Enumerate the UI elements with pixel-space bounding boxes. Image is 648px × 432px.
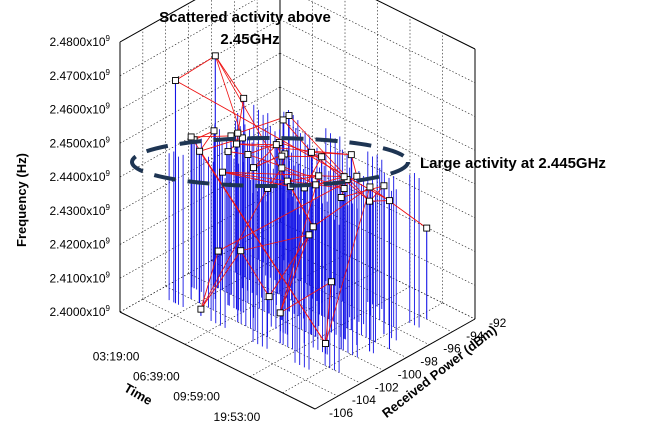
data-point [313,182,319,188]
time-tick-label: 19:53:00 [214,410,261,424]
frequency-tick-label: 2.4600x109 [49,102,110,117]
data-point [238,248,244,254]
data-point [381,183,387,189]
data-point [424,225,430,231]
data-point [338,194,344,200]
time-axis-title: Time [121,380,155,408]
data-point [225,149,231,155]
data-point [323,341,329,347]
data-point [188,134,194,140]
data-point [241,95,247,101]
power-tick-label: -104 [352,393,376,407]
series-line [370,187,427,228]
frequency-tick-label: 2.4400x109 [49,169,110,184]
frequency-axis-title: Frequency (Hz) [14,153,29,247]
time-tick-label: 03:19:00 [93,350,140,364]
data-point [277,310,283,316]
data-point [367,198,373,204]
data-point [386,198,392,204]
data-point [273,142,279,148]
frequency-tick-label: 2.4300x109 [49,203,110,218]
data-point [215,248,221,254]
data-point [309,149,315,155]
grid-line [185,254,345,344]
data-series [169,53,430,373]
frequency-tick-label: 2.4000x109 [49,304,110,319]
data-point [245,151,251,157]
data-point [279,165,285,171]
data-point [197,148,203,154]
frequency-tick-label: 2.4700x109 [49,68,110,83]
frequency-tick-labels: 2.4000x109 2.4100x109 2.4200x109 2.4300x109… [49,34,110,319]
data-point [328,279,334,285]
time-tick-label: 09:59:00 [173,390,220,404]
data-point [266,294,272,300]
data-point [286,113,292,119]
data-point [341,186,347,192]
data-point [316,173,322,179]
series-line [215,56,243,99]
scatter-annotation-line1: Scattered activity above [159,9,331,26]
data-point [233,141,239,147]
data-point [367,184,373,190]
data-point [319,154,325,160]
frequency-tick-label: 2.4800x109 [49,34,110,49]
data-point [172,78,178,84]
data-point [198,306,204,312]
data-point [279,153,285,159]
data-point [341,174,347,180]
scatter-annotation-line2: 2.45GHz [220,31,279,48]
time-tick-label: 06:39:00 [133,370,180,384]
frequency-tick-label: 2.4200x109 [49,237,110,252]
data-point [219,169,225,175]
data-point [280,117,286,123]
frequency-tick-label: 2.4500x109 [49,135,110,150]
data-point [310,224,316,230]
data-point [211,128,217,134]
power-tick-label: -102 [375,380,399,394]
data-point [348,152,354,158]
power-tick-label: -106 [329,406,353,420]
data-point [212,53,218,59]
series-line [175,56,215,81]
data-point [250,165,256,171]
grid-line [120,53,280,143]
frequency-tick-label: 2.4100x109 [49,270,110,285]
data-point [235,130,241,136]
data-point [306,232,312,238]
large-activity-annotation: Large activity at 2.445GHz [420,155,606,172]
